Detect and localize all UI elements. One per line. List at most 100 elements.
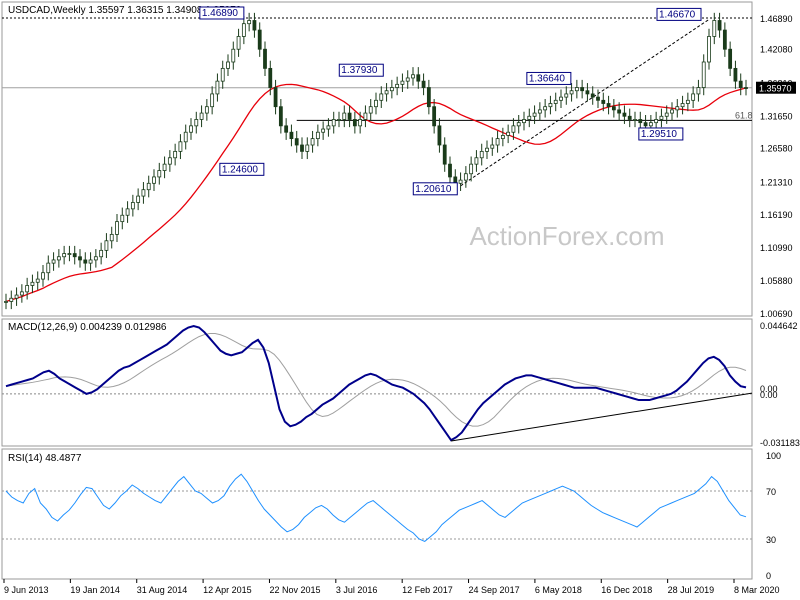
rsi-layer — [2, 473, 752, 542]
candle-body — [294, 138, 299, 146]
candle-body — [51, 259, 56, 264]
price-layer: 61.8 1.46890 1.24600 1.37930 1.20610 1.36640 1… — [2, 6, 753, 310]
candle-body — [220, 67, 225, 82]
x-tick-label: 22 Nov 2015 — [269, 585, 320, 595]
candle-body — [564, 93, 569, 98]
candle-body — [204, 106, 209, 114]
candle-body — [104, 240, 109, 251]
candle-body — [675, 106, 680, 111]
candle-body — [627, 115, 632, 120]
candle-body — [744, 87, 748, 89]
candle-body — [363, 112, 368, 120]
candle-body — [574, 87, 579, 92]
candle-body — [516, 122, 521, 127]
candle-body — [273, 87, 278, 108]
price-y-tick: 1.00690 — [760, 309, 793, 319]
price-label-box — [199, 6, 245, 20]
candle-body — [305, 144, 310, 152]
candle-body — [284, 125, 289, 133]
x-tick-label: 9 Jun 2013 — [4, 585, 49, 595]
candle-body — [252, 20, 257, 31]
candle-body — [347, 112, 352, 120]
macd-y-tick: 0.00 — [760, 390, 778, 400]
candle-body — [199, 112, 204, 120]
candle-body — [337, 119, 341, 121]
macd-y-tick: 0.00 — [760, 384, 778, 394]
candle-body — [495, 138, 500, 146]
candle-body — [46, 262, 51, 274]
candle-body — [395, 83, 400, 88]
price-label-box — [219, 162, 265, 176]
macd-y-tick: -0.031183 — [760, 438, 800, 448]
candle-body — [569, 90, 574, 95]
candle-body — [606, 103, 611, 108]
candle-body — [231, 48, 236, 63]
candle-body — [432, 106, 437, 127]
x-tick-label: 12 Apr 2015 — [203, 585, 252, 595]
candle-body — [109, 233, 114, 242]
price-y-tick: 1.46890 — [760, 14, 793, 24]
candle-body — [416, 74, 421, 82]
candle-body — [522, 119, 526, 124]
candle-body — [178, 141, 183, 152]
candle-body — [490, 144, 495, 149]
candle-body — [670, 109, 674, 114]
macd-layer — [2, 324, 753, 442]
candle-body — [585, 90, 590, 95]
candle-body — [511, 125, 516, 133]
candle-body — [62, 253, 67, 258]
rsi-y-tick: 70 — [766, 487, 776, 497]
candle-body — [167, 157, 172, 165]
candle-body — [241, 23, 246, 37]
candle-body — [342, 112, 347, 120]
candle-body — [300, 144, 304, 152]
price-label-box — [338, 63, 384, 77]
candle-body — [173, 150, 178, 159]
candle-body — [331, 119, 336, 127]
price-y-tick: 1.26580 — [760, 144, 793, 154]
x-tick-label: 8 Mar 2020 — [734, 585, 780, 595]
candle-body — [368, 106, 373, 114]
candle-body — [56, 256, 61, 261]
macd-trend-line — [450, 392, 753, 442]
candle-body — [622, 112, 627, 117]
price-label-box — [412, 182, 458, 196]
candle-body — [358, 119, 363, 127]
last-price-badge-text: 1.35970 — [759, 84, 792, 94]
candle-body — [352, 119, 357, 127]
x-tick-label: 6 May 2018 — [535, 585, 582, 595]
candle-body — [162, 163, 167, 171]
price-label-text: 1.24600 — [222, 164, 259, 175]
candle-body — [93, 256, 98, 261]
candle-body — [580, 87, 585, 92]
candle-body — [326, 125, 331, 130]
candle-body — [268, 67, 273, 88]
candle-body — [633, 119, 637, 121]
candle-body — [257, 29, 262, 50]
price-y-tick: 1.42080 — [760, 45, 793, 55]
x-tick-label: 31 Aug 2014 — [137, 585, 188, 595]
rsi-panel-frame — [1, 448, 753, 580]
candle-body — [458, 179, 463, 184]
candle-body — [310, 138, 315, 146]
candle-body — [485, 147, 489, 152]
candle-body — [146, 182, 151, 191]
candle-body — [696, 87, 701, 95]
candle-body — [448, 163, 452, 178]
macd-signal-line — [5, 333, 747, 427]
rsi-line — [5, 473, 747, 542]
candle-body — [601, 99, 606, 104]
fib-label: 61.8 — [735, 110, 753, 120]
price-y-tick: 1.31650 — [760, 111, 793, 121]
price-label-text: 1.29510 — [641, 129, 678, 140]
price-label-box — [526, 71, 572, 85]
price-y-tick: 1.16190 — [760, 210, 793, 220]
candle-body — [506, 131, 511, 136]
price-y-tick: 1.05880 — [760, 276, 793, 286]
candle-body — [590, 93, 595, 98]
candle-body — [469, 163, 474, 175]
candle-body — [183, 131, 188, 143]
macd-y-tick: 0.044642 — [760, 321, 798, 331]
x-tick-label: 3 Jul 2016 — [336, 585, 378, 595]
candle-body — [722, 29, 727, 50]
